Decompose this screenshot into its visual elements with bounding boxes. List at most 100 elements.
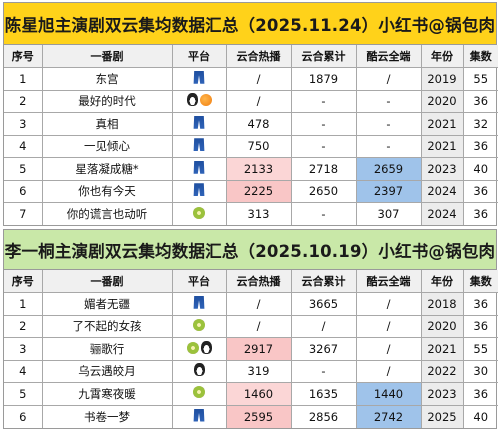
platform-cell xyxy=(171,157,227,181)
yunhe-total-value: 3665 xyxy=(290,292,357,316)
yunhe-hot-value: 2225 xyxy=(225,179,292,203)
kuyun-value: / xyxy=(355,292,422,316)
platform-cell xyxy=(171,202,227,225)
jeans-icon xyxy=(193,295,205,309)
penguin-icon xyxy=(200,341,212,354)
drama-title: 乌云遇皎月 xyxy=(41,359,173,383)
column-header: 平台 xyxy=(171,45,227,68)
episode-count: 40 xyxy=(462,157,498,181)
kuyun-value: - xyxy=(355,134,422,158)
platform-icons xyxy=(193,115,205,129)
column-header: 酷云全端 xyxy=(355,270,422,293)
kuyun-value: 307 xyxy=(355,202,422,225)
platform-cell xyxy=(171,314,227,338)
row-index: 6 xyxy=(4,179,43,203)
kuyun-value: 2397 xyxy=(355,179,422,203)
platform-icons xyxy=(186,341,212,354)
platform-cell xyxy=(171,337,227,361)
yunhe-hot-value: 2133 xyxy=(225,157,292,181)
kuyun-value: / xyxy=(355,67,422,91)
platform-icons xyxy=(193,160,205,174)
drama-title: 真相 xyxy=(41,112,173,136)
column-header: 一番剧 xyxy=(41,270,173,293)
jeans-icon xyxy=(193,138,205,152)
yunhe-total-value: - xyxy=(290,89,357,113)
jeans-icon xyxy=(193,160,205,174)
platform-icons xyxy=(193,183,205,197)
kuyun-value: / xyxy=(355,337,422,361)
episode-count: 30 xyxy=(462,359,498,383)
drama-title: 九霄寒夜暖 xyxy=(41,382,173,406)
column-header: 序号 xyxy=(4,45,43,68)
kiwi-icon xyxy=(193,206,205,219)
year-value: 2025 xyxy=(420,404,464,428)
year-value: 2023 xyxy=(420,157,464,181)
platform-cell xyxy=(171,112,227,136)
row-index: 1 xyxy=(4,292,43,316)
kiwi-icon xyxy=(193,386,205,399)
row-index: 4 xyxy=(4,134,43,158)
column-header: 集数 xyxy=(462,45,498,68)
row-index: 3 xyxy=(4,337,43,361)
kuyun-value: - xyxy=(355,112,422,136)
column-header: 云合累计 xyxy=(290,270,357,293)
platform-icons xyxy=(193,408,205,422)
table-title: 李一桐主演剧双云集均数据汇总（2025.10.19）小红书@锅包肉 xyxy=(4,230,496,270)
jeans-icon xyxy=(193,408,205,422)
table-row: 2 最好的时代 / - -2020 36 xyxy=(4,89,498,113)
yunhe-total-value: - xyxy=(290,134,357,158)
kiwi-icon xyxy=(186,341,199,354)
platform-cell xyxy=(171,404,227,428)
platform-cell xyxy=(171,134,227,158)
episode-count: 36 xyxy=(462,179,498,203)
table-row: 1 东宫/1879/2019 55 xyxy=(4,67,498,91)
platform-icons xyxy=(193,318,205,331)
column-header: 酷云全端 xyxy=(355,45,422,68)
yunhe-total-value: 2718 xyxy=(290,157,357,181)
year-value: 2018 xyxy=(420,292,464,316)
header-row: 序号 一番剧 平台 云合热播 云合累计 酷云全端 年份 集数 xyxy=(4,45,498,68)
table-row: 3 骊歌行 2917 3267/2021 55 xyxy=(4,337,498,361)
year-value: 2020 xyxy=(420,89,464,113)
kuyun-value: / xyxy=(355,314,422,338)
drama-title: 媚者无疆 xyxy=(41,292,173,316)
column-header: 一番剧 xyxy=(41,45,173,68)
yunhe-hot-value: 313 xyxy=(225,202,292,225)
table-row: 3 真相 478- -2021 32 xyxy=(4,112,498,136)
yunhe-hot-value: / xyxy=(225,89,292,113)
platform-icons xyxy=(193,386,205,399)
column-header: 年份 xyxy=(420,45,464,68)
episode-count: 55 xyxy=(462,67,498,91)
episode-count: 36 xyxy=(462,292,498,316)
platform-icons xyxy=(193,70,205,84)
yunhe-total-value: - xyxy=(290,112,357,136)
yunhe-total-value: 1879 xyxy=(290,67,357,91)
column-header: 云合累计 xyxy=(290,45,357,68)
yunhe-total-value: 3267 xyxy=(290,337,357,361)
yunhe-hot-value: / xyxy=(225,292,292,316)
data-table: 序号 一番剧 平台 云合热播 云合累计 酷云全端 年份 集数 1 媚者无疆/3665/2018 36… xyxy=(4,270,498,428)
yunhe-hot-value: 1460 xyxy=(225,382,292,406)
episode-count: 36 xyxy=(462,134,498,158)
platform-cell xyxy=(171,359,227,383)
yunhe-total-value: / xyxy=(290,314,357,338)
table-row: 4 一见倾心 750- -2021 36 xyxy=(4,134,498,158)
row-index: 7 xyxy=(4,202,43,225)
penguin-icon xyxy=(186,93,198,107)
table-row: 6 书卷一梦 2595 2856 2742 2025 40 xyxy=(4,404,498,428)
yunhe-hot-value: 2595 xyxy=(225,404,292,428)
table-row: 6 你也有今天 2225 2650 2397 2024 36 xyxy=(4,179,498,203)
episode-count: 36 xyxy=(462,382,498,406)
table-row: 5 星落凝成糖* 2133 2718 2659 2023 40 xyxy=(4,157,498,181)
yunhe-total-value: 1635 xyxy=(290,382,357,406)
year-value: 2020 xyxy=(420,314,464,338)
table-row: 7 你的谎言也动听 313-307 2024 36 xyxy=(4,202,498,225)
penguin-icon xyxy=(193,363,205,377)
drama-title: 你也有今天 xyxy=(41,179,173,203)
year-value: 2021 xyxy=(420,134,464,158)
year-value: 2024 xyxy=(420,202,464,225)
platform-icons xyxy=(193,138,205,152)
jeans-icon xyxy=(193,70,205,84)
row-index: 5 xyxy=(4,382,43,406)
platform-cell xyxy=(171,89,227,113)
